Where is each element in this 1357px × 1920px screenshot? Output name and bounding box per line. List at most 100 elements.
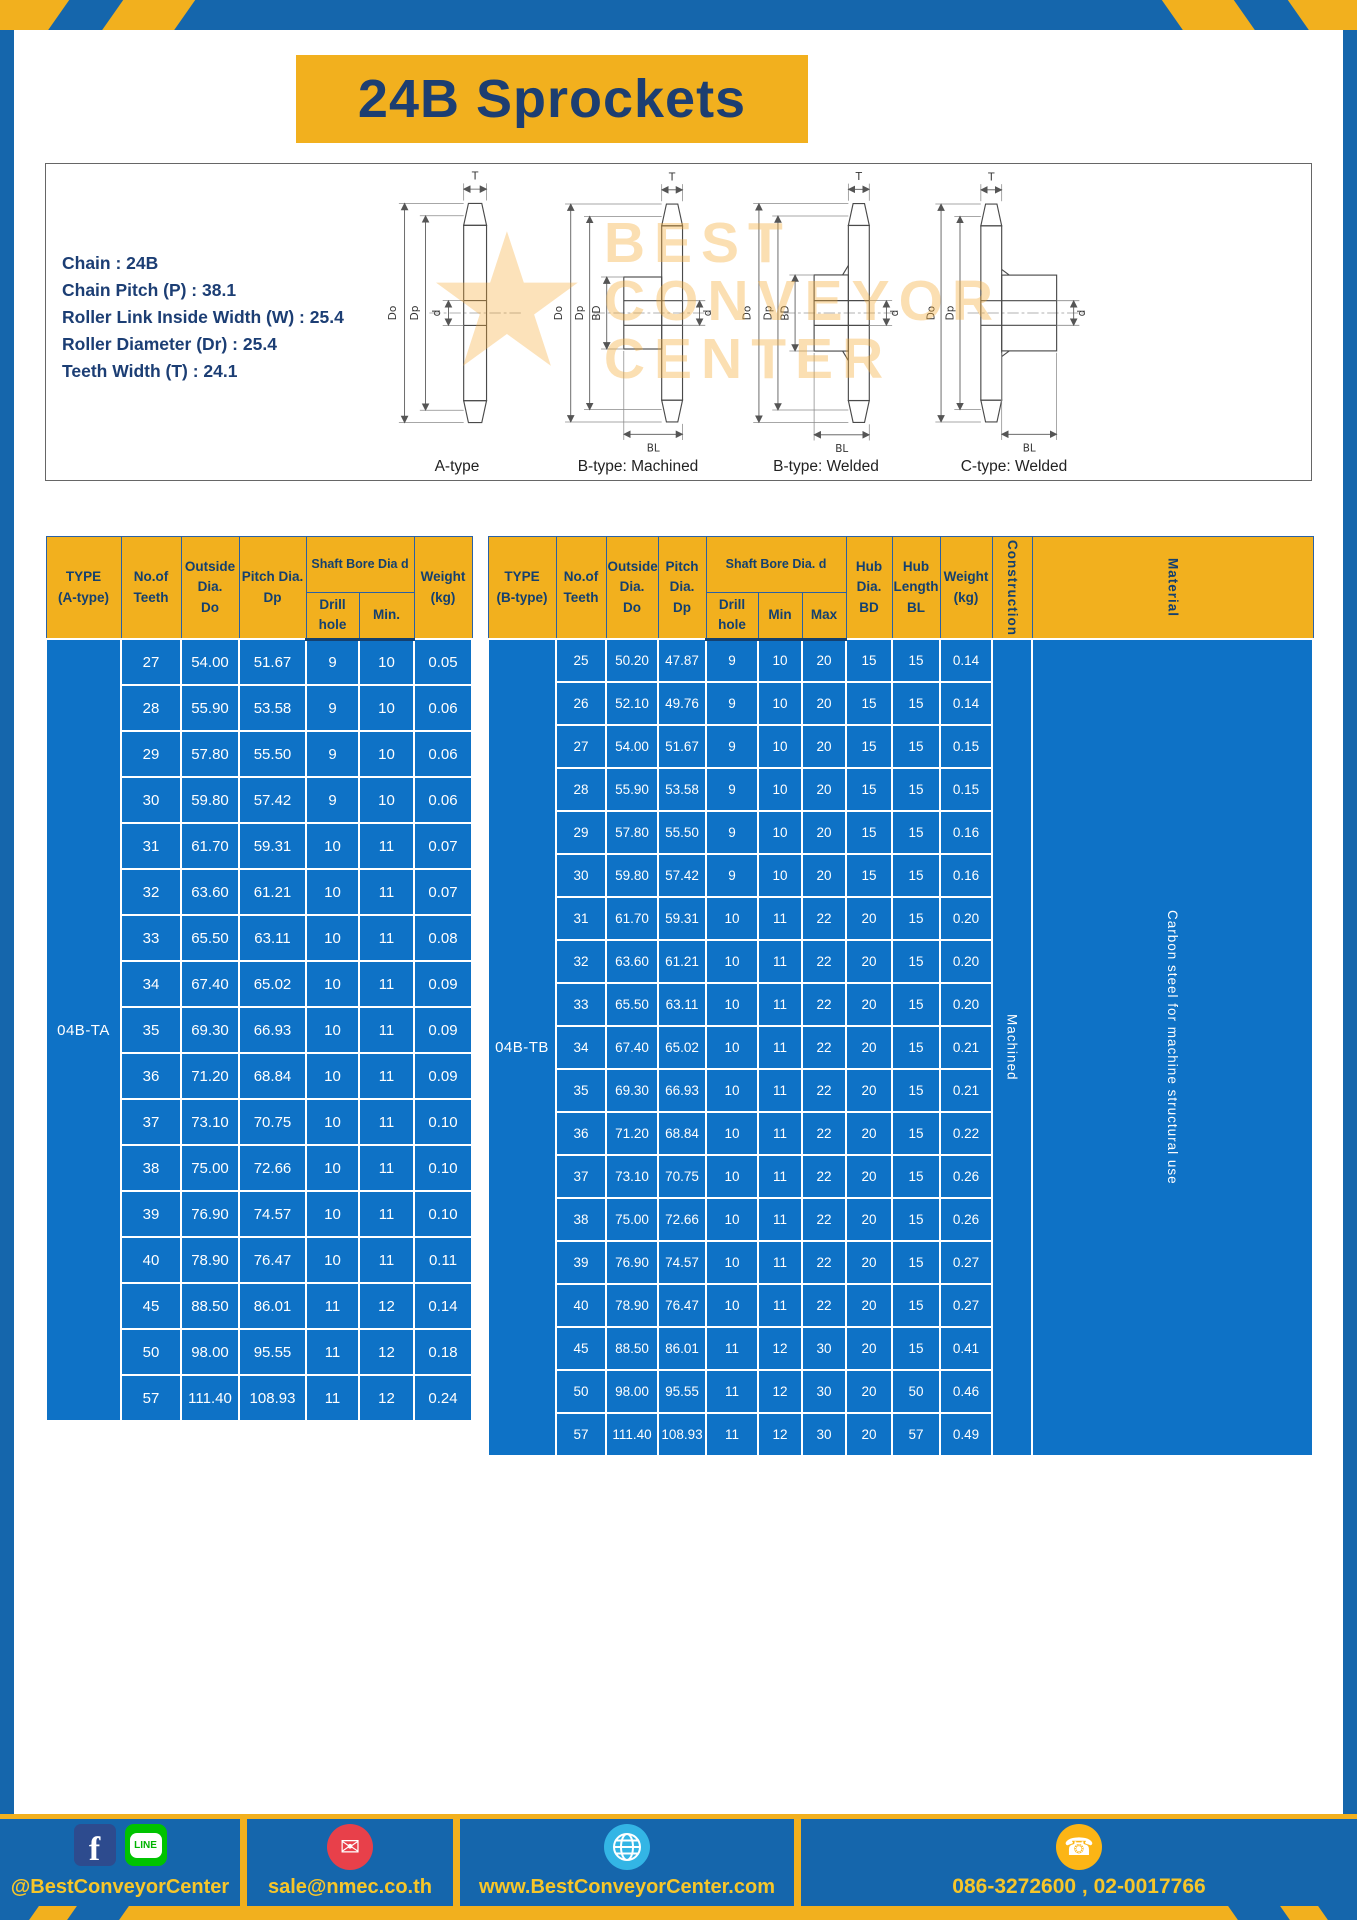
header-shaft-bore: Shaft Bore Dia d xyxy=(305,536,415,593)
data-cell: 9 xyxy=(305,638,360,686)
data-cell: 9 xyxy=(705,638,759,683)
data-cell: 0.07 xyxy=(413,822,473,870)
header-pitch-dia: Pitch Dia. Dp xyxy=(238,536,307,640)
data-cell: 111.40 xyxy=(605,1412,659,1457)
table-row: 37 73.10 70.75 10 11 22 20 15 0.26 xyxy=(488,1154,1313,1199)
data-cell: 10 xyxy=(358,730,415,778)
data-cell: 11 xyxy=(305,1328,360,1376)
data-cell: 95.55 xyxy=(657,1369,707,1414)
dim-label-bl: BL xyxy=(1023,442,1036,454)
data-cell: 20 xyxy=(800,810,848,855)
data-cell: 10 xyxy=(305,960,360,1008)
table-a: TYPE (A-type) No.of Teeth Outside Dia. D… xyxy=(45,536,473,1422)
footer-email[interactable]: sale@nmec.co.th xyxy=(267,1876,432,1898)
dim-label-dp: Dp xyxy=(944,305,956,320)
globe-icon[interactable] xyxy=(604,1824,650,1870)
dim-label-do: Do xyxy=(387,306,399,320)
data-cell: 10 xyxy=(705,1111,759,1156)
drawing-caption-c-welded: C-type: Welded xyxy=(960,458,1068,475)
data-cell: 10 xyxy=(305,1098,360,1146)
data-cell: 22 xyxy=(800,1154,848,1199)
page-title: 24B Sprockets xyxy=(357,69,747,129)
data-cell: 27 xyxy=(555,724,607,769)
spec-chain-pitch: Chain Pitch (P) : 38.1 xyxy=(62,280,237,300)
data-cell: 59.80 xyxy=(180,776,240,824)
data-cell: 0.14 xyxy=(939,638,994,683)
dim-label-bl: BL xyxy=(647,442,660,454)
data-cell: 0.09 xyxy=(413,1052,473,1100)
data-cell: 49.76 xyxy=(657,681,707,726)
data-cell: 78.90 xyxy=(180,1236,240,1284)
line-icon[interactable]: LINE xyxy=(124,1824,167,1866)
data-cell: 20 xyxy=(845,1283,894,1328)
table-row: 34 67.40 65.02 10 11 22 20 15 0.21 xyxy=(488,1025,1313,1070)
header-drill-hole: Drill hole xyxy=(305,592,360,641)
data-cell: 74.57 xyxy=(657,1240,707,1285)
data-cell: 20 xyxy=(845,1369,894,1414)
table-row: 35 69.30 66.93 10 11 22 20 15 0.21 xyxy=(488,1068,1313,1113)
data-cell: 0.27 xyxy=(939,1240,994,1285)
data-cell: 57.42 xyxy=(238,776,307,824)
table-b-header: TYPE (B-type) No.of Teeth Outside Dia. D… xyxy=(487,536,1314,641)
drawing-a-type: T Do Dp d A-type xyxy=(376,170,538,476)
data-cell: 10 xyxy=(705,1025,759,1070)
header-outside-dia: Outside Dia. Do xyxy=(180,536,240,640)
data-cell: 9 xyxy=(305,776,360,824)
table-a-header: TYPE (A-type) No.of Teeth Outside Dia. D… xyxy=(45,536,473,641)
data-cell: 37 xyxy=(120,1098,182,1146)
table-row: 28 55.90 53.58 9 10 20 15 15 0.15 xyxy=(488,767,1313,812)
footer-website[interactable]: www.BestConveyorCenter.com xyxy=(478,1876,775,1898)
table-a-body: 04B-TA 27 54.00 51.67 9 10 0.05 28 55.90 53.58 9 10… xyxy=(45,638,473,1422)
data-cell: 20 xyxy=(845,896,894,941)
data-cell: 20 xyxy=(845,1154,894,1199)
data-cell: 30 xyxy=(800,1369,848,1414)
data-cell: 0.16 xyxy=(939,810,994,855)
data-cell: 15 xyxy=(891,1197,942,1242)
data-cell: 22 xyxy=(800,1197,848,1242)
table-row: 30 59.80 57.42 9 10 0.06 xyxy=(46,776,473,824)
data-cell: 66.93 xyxy=(657,1068,707,1113)
email-icon[interactable]: ✉ xyxy=(327,1824,373,1870)
data-cell: 61.70 xyxy=(605,896,659,941)
spec-roller-link-width: Roller Link Inside Width (W) : 25.4 xyxy=(62,307,344,327)
header-weight: Weight (kg) xyxy=(413,536,473,640)
data-cell: 15 xyxy=(845,767,894,812)
data-cell: 55.50 xyxy=(657,810,707,855)
footer-phone[interactable]: 086-3272600 , 02-0017766 xyxy=(952,1875,1206,1898)
data-cell: 63.60 xyxy=(180,868,240,916)
data-cell: 86.01 xyxy=(657,1326,707,1371)
phone-icon[interactable]: ☎ xyxy=(1056,1824,1102,1870)
data-cell: 35 xyxy=(555,1068,607,1113)
footer-divider xyxy=(794,1819,801,1906)
data-cell: 95.55 xyxy=(238,1328,307,1376)
dim-label-bd: BD xyxy=(591,305,603,320)
data-cell: 65.02 xyxy=(238,960,307,1008)
header-min: Min xyxy=(757,592,803,641)
diagram-panel: Chain : 24B Chain Pitch (P) : 38.1 Rolle… xyxy=(45,163,1312,481)
data-cell: 9 xyxy=(305,730,360,778)
data-cell: 10 xyxy=(757,724,803,769)
data-cell: 0.06 xyxy=(413,730,473,778)
data-cell: 20 xyxy=(800,767,848,812)
corner-accent xyxy=(1228,1906,1290,1920)
data-cell: 35 xyxy=(120,1006,182,1054)
corner-accent xyxy=(0,0,78,30)
data-cell: 30 xyxy=(555,853,607,898)
data-cell: 11 xyxy=(705,1412,759,1457)
dim-label-dp: Dp xyxy=(762,305,774,320)
table-a-wrap: TYPE (A-type) No.of Teeth Outside Dia. D… xyxy=(45,536,473,1422)
header-outside-dia: Outside Dia. Do xyxy=(605,536,659,640)
header-hub-length: Hub Length BL xyxy=(891,536,941,640)
table-row: 38 75.00 72.66 10 11 22 20 15 0.26 xyxy=(488,1197,1313,1242)
data-cell: 10 xyxy=(305,1236,360,1284)
data-cell: 20 xyxy=(845,1111,894,1156)
data-cell: 15 xyxy=(891,1068,942,1113)
footer-social-handle[interactable]: @BestConveyorCenter xyxy=(10,1876,230,1898)
corner-accent xyxy=(1318,1906,1357,1920)
data-cell: 0.16 xyxy=(939,853,994,898)
data-cell: 0.21 xyxy=(939,1068,994,1113)
data-cell: 11 xyxy=(757,1111,803,1156)
footer-divider xyxy=(453,1819,460,1906)
facebook-icon[interactable]: f xyxy=(73,1824,116,1866)
table-row: 40 78.90 76.47 10 11 0.11 xyxy=(46,1236,473,1284)
